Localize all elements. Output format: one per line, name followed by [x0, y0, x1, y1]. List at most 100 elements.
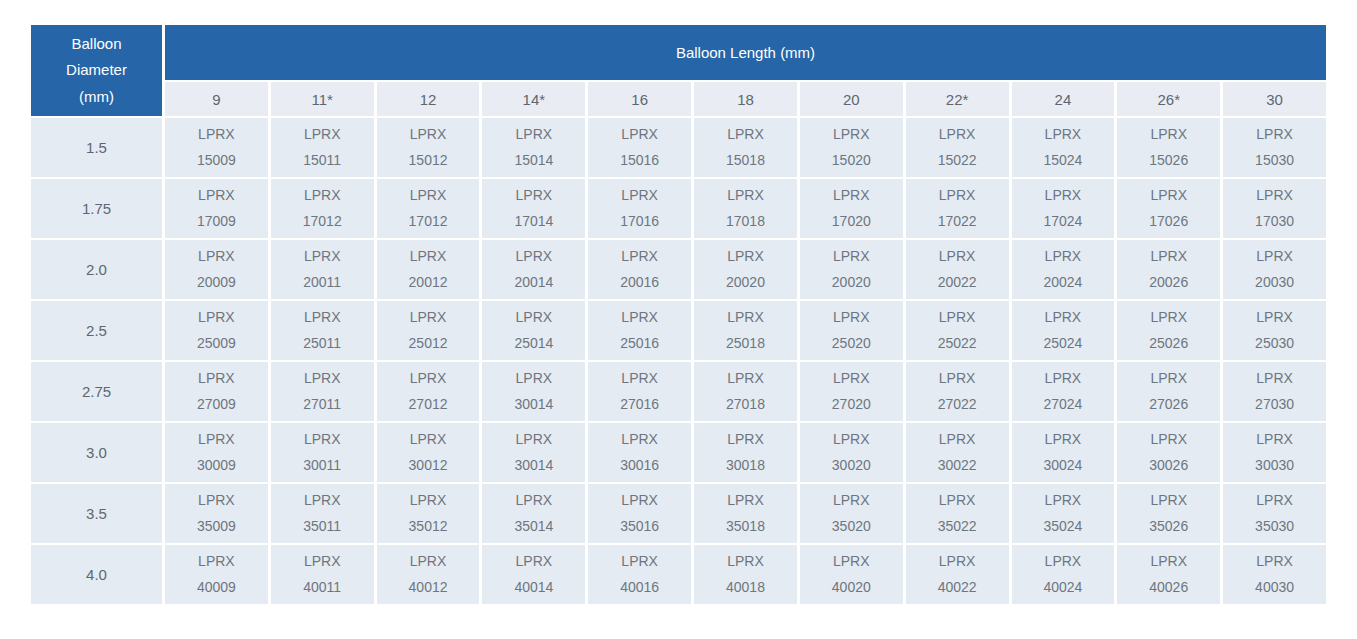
product-code-cell: LPRX40022	[906, 545, 1009, 604]
product-code-cell: LPRX30020	[800, 423, 903, 482]
product-code-cell: LPRX20011	[271, 240, 374, 299]
code-number: 17022	[906, 209, 1009, 235]
code-prefix: LPRX	[482, 488, 585, 514]
product-code-cell: LPRX35011	[271, 484, 374, 543]
code-prefix: LPRX	[1223, 488, 1326, 514]
length-col-header: 22*	[906, 82, 1009, 116]
code-prefix: LPRX	[377, 244, 480, 270]
code-number: 15011	[271, 148, 374, 174]
code-prefix: LPRX	[906, 366, 1009, 392]
product-code-cell: LPRX15024	[1012, 118, 1115, 177]
product-code-cell: LPRX15030	[1223, 118, 1326, 177]
code-prefix: LPRX	[1012, 366, 1115, 392]
diameter-row-header: 2.5	[31, 301, 162, 360]
code-prefix: LPRX	[271, 305, 374, 331]
code-prefix: LPRX	[906, 488, 1009, 514]
code-prefix: LPRX	[377, 427, 480, 453]
code-number: 27012	[377, 392, 480, 418]
product-code-cell: LPRX17026	[1117, 179, 1220, 238]
product-code-cell: LPRX17022	[906, 179, 1009, 238]
diameter-row-header: 1.75	[31, 179, 162, 238]
code-prefix: LPRX	[800, 366, 903, 392]
code-number: 27022	[906, 392, 1009, 418]
code-prefix: LPRX	[377, 366, 480, 392]
code-prefix: LPRX	[377, 122, 480, 148]
code-number: 20014	[482, 270, 585, 296]
code-number: 15009	[165, 148, 268, 174]
code-number: 25014	[482, 331, 585, 357]
length-col-header: 18	[694, 82, 797, 116]
product-code-cell: LPRX35018	[694, 484, 797, 543]
code-number: 27026	[1117, 392, 1220, 418]
code-number: 25012	[377, 331, 480, 357]
product-code-cell: LPRX25009	[165, 301, 268, 360]
product-code-cell: LPRX35012	[377, 484, 480, 543]
code-number: 30026	[1117, 453, 1220, 479]
code-prefix: LPRX	[1223, 122, 1326, 148]
code-number: 15018	[694, 148, 797, 174]
code-number: 30011	[271, 453, 374, 479]
code-number: 35026	[1117, 514, 1220, 540]
code-prefix: LPRX	[1012, 122, 1115, 148]
product-code-cell: LPRX17024	[1012, 179, 1115, 238]
product-code-cell: LPRX15022	[906, 118, 1009, 177]
code-number: 25022	[906, 331, 1009, 357]
header-band-row: Balloon Diameter (mm) Balloon Length (mm…	[31, 25, 1326, 80]
code-prefix: LPRX	[1117, 122, 1220, 148]
product-code-cell: LPRX25030	[1223, 301, 1326, 360]
code-number: 35012	[377, 514, 480, 540]
code-number: 40014	[482, 575, 585, 601]
product-code-cell: LPRX40026	[1117, 545, 1220, 604]
code-number: 17020	[800, 209, 903, 235]
code-number: 30014	[482, 392, 585, 418]
code-number: 27030	[1223, 392, 1326, 418]
code-number: 35022	[906, 514, 1009, 540]
product-code-cell: LPRX35026	[1117, 484, 1220, 543]
code-prefix: LPRX	[694, 183, 797, 209]
code-number: 17026	[1117, 209, 1220, 235]
code-number: 25020	[800, 331, 903, 357]
code-prefix: LPRX	[1012, 427, 1115, 453]
code-number: 40009	[165, 575, 268, 601]
code-prefix: LPRX	[800, 183, 903, 209]
code-number: 17012	[377, 209, 480, 235]
code-number: 30022	[906, 453, 1009, 479]
code-number: 17030	[1223, 209, 1326, 235]
code-prefix: LPRX	[1117, 549, 1220, 575]
code-prefix: LPRX	[165, 549, 268, 575]
code-number: 40022	[906, 575, 1009, 601]
product-code-cell: LPRX40011	[271, 545, 374, 604]
code-prefix: LPRX	[588, 122, 691, 148]
code-number: 20016	[588, 270, 691, 296]
code-number: 20020	[800, 270, 903, 296]
product-code-cell: LPRX15016	[588, 118, 691, 177]
product-code-cell: LPRX25014	[482, 301, 585, 360]
code-number: 35030	[1223, 514, 1326, 540]
product-code-cell: LPRX20009	[165, 240, 268, 299]
product-code-cell: LPRX15020	[800, 118, 903, 177]
code-number: 15020	[800, 148, 903, 174]
code-prefix: LPRX	[588, 305, 691, 331]
product-code-cell: LPRX20012	[377, 240, 480, 299]
product-code-cell: LPRX17014	[482, 179, 585, 238]
code-number: 30012	[377, 453, 480, 479]
diameter-row-header: 2.0	[31, 240, 162, 299]
code-prefix: LPRX	[271, 122, 374, 148]
product-code-cell: LPRX20016	[588, 240, 691, 299]
code-number: 30014	[482, 453, 585, 479]
code-prefix: LPRX	[588, 366, 691, 392]
product-code-cell: LPRX15011	[271, 118, 374, 177]
product-code-cell: LPRX17012	[271, 179, 374, 238]
code-prefix: LPRX	[906, 305, 1009, 331]
length-col-header: 11*	[271, 82, 374, 116]
code-prefix: LPRX	[1117, 366, 1220, 392]
product-code-cell: LPRX17030	[1223, 179, 1326, 238]
table-row: 2.0LPRX20009LPRX20011LPRX20012LPRX20014L…	[31, 240, 1326, 299]
code-prefix: LPRX	[482, 122, 585, 148]
code-number: 35018	[694, 514, 797, 540]
code-number: 15024	[1012, 148, 1115, 174]
length-values-row: 911*1214*16182022*2426*30	[31, 82, 1326, 116]
code-number: 20012	[377, 270, 480, 296]
code-number: 17014	[482, 209, 585, 235]
code-prefix: LPRX	[694, 122, 797, 148]
